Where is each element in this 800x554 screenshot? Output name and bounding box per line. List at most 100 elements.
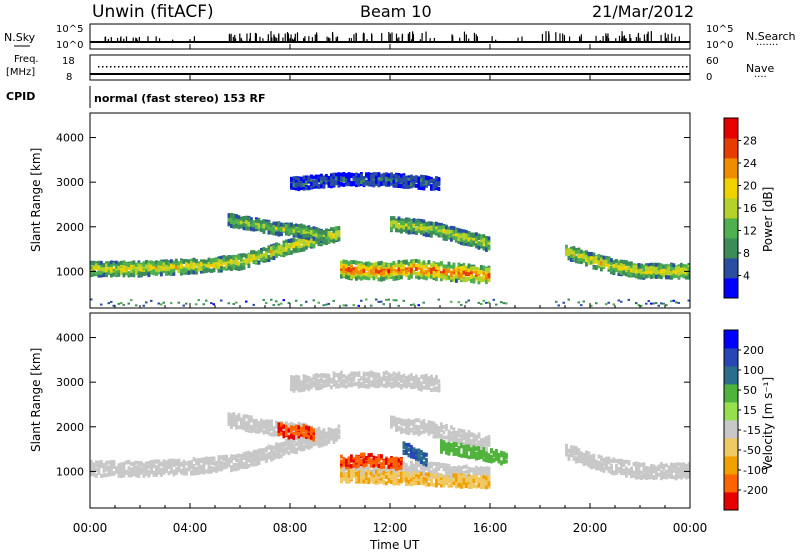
power-cell [600, 257, 603, 262]
power-cell [332, 299, 335, 302]
velocity-cell [215, 463, 218, 468]
power-cell [322, 239, 326, 244]
power-cell [222, 266, 226, 271]
power-cell [312, 226, 316, 231]
power-cell [282, 240, 286, 245]
power-cell [235, 214, 238, 219]
power-cell [350, 265, 353, 270]
power-cell [342, 182, 346, 187]
power-cell [107, 302, 110, 305]
power-cell [352, 181, 356, 186]
power-ytick-label: 1000 [56, 265, 84, 278]
power-cell [465, 239, 468, 244]
power-cell [170, 302, 173, 305]
power-cell [127, 263, 131, 268]
power-cell [387, 173, 391, 178]
power-cell [387, 275, 391, 280]
power-cell [487, 236, 491, 241]
power-cell [637, 270, 641, 275]
velocity-cell [210, 460, 213, 465]
velocity-cell [110, 464, 113, 469]
power-cell [417, 225, 421, 230]
velocity-cell [262, 448, 266, 453]
power-cell [395, 173, 398, 178]
power-cell [345, 259, 348, 264]
velocity-cell [92, 471, 96, 476]
power-cell [465, 265, 468, 270]
power-cell [622, 263, 626, 268]
power-cell [380, 269, 383, 274]
power-cell [377, 261, 381, 266]
velocity-cell [135, 473, 138, 478]
power-cell [190, 266, 193, 271]
power-cell [407, 177, 411, 182]
power-cell [212, 262, 216, 267]
power-cell [157, 268, 161, 273]
power-cell [375, 261, 378, 266]
nsky-left-tick-bottom: 10^0 [56, 40, 83, 51]
power-cell [207, 260, 211, 265]
power-cell [642, 275, 646, 280]
power-cell [422, 223, 426, 228]
power-cell [467, 237, 471, 242]
power-cell [447, 263, 451, 268]
power-cell [657, 262, 661, 267]
power-cell [210, 260, 213, 265]
power-cell [360, 272, 363, 277]
power-cell [460, 266, 463, 271]
power-cell [145, 260, 148, 265]
power-cell [397, 225, 401, 230]
power-cell [122, 303, 125, 306]
power-cell [672, 263, 676, 268]
power-cell [372, 264, 376, 269]
power-cell [445, 228, 448, 233]
power-cell [482, 277, 486, 282]
power-cell [330, 176, 333, 181]
velocity-cell [255, 458, 258, 463]
power-cell [340, 176, 343, 181]
power-cell [262, 247, 266, 252]
power-cell [412, 228, 416, 233]
velocity-cell [105, 473, 108, 478]
power-cell [302, 247, 306, 252]
power-cell [117, 302, 120, 305]
velocity-cell [210, 466, 213, 471]
power-cell [642, 264, 646, 269]
power-cell [440, 277, 443, 282]
power-cell [305, 186, 308, 191]
freq-dot [570, 66, 572, 68]
power-cell [317, 231, 321, 236]
power-cell [390, 220, 393, 225]
power-cell [612, 263, 616, 268]
power-cell [427, 178, 431, 183]
velocity-cell [190, 465, 193, 470]
velocity-cell [280, 442, 283, 447]
power-cell [460, 303, 463, 306]
power-cell [192, 267, 196, 272]
power-cell [235, 224, 238, 229]
power-cell [687, 299, 690, 302]
power-cell [322, 184, 326, 189]
power-cell [430, 186, 433, 191]
power-cell [617, 261, 621, 266]
power-cell [157, 270, 161, 275]
power-cell [190, 258, 193, 263]
power-cell [160, 260, 163, 265]
power-cell [352, 304, 355, 307]
freq-dot [162, 66, 164, 68]
power-cell [610, 265, 613, 270]
power-cell [147, 265, 151, 270]
velocity-cell [127, 466, 131, 471]
power-cell [637, 304, 640, 307]
velocity-cell [160, 472, 163, 477]
freq-dot [270, 66, 272, 68]
velocity-cell [275, 420, 278, 425]
power-cell [380, 263, 383, 268]
velocity-cell [117, 471, 121, 476]
power-cell [330, 227, 333, 232]
velocity-cell [262, 420, 266, 425]
power-cell [257, 255, 261, 260]
power-cell [152, 269, 156, 274]
power-cell [320, 229, 323, 234]
